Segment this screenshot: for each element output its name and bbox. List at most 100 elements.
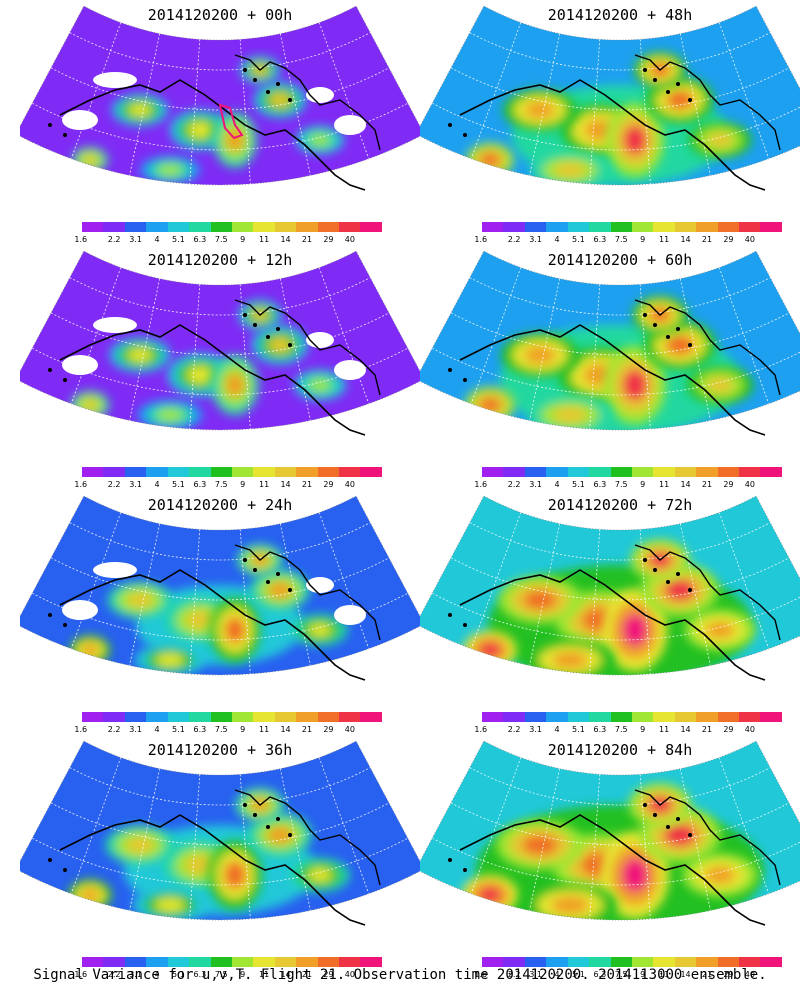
colorbar-segment (274, 957, 297, 967)
colorbar-tick-label: 5.1 (572, 725, 585, 734)
colorbar-segment (696, 467, 718, 477)
colorbar-tick-label: 40 (744, 235, 755, 244)
colorbar-segment (631, 957, 654, 967)
colorbar-labels: 1.6 2.2 3.1 4 5.1 6.3 7.5 9 11 14 21 29 40 (74, 480, 382, 490)
colorbar-segment (482, 222, 504, 232)
colorbar (482, 957, 782, 967)
colorbar-tick-label: 9 (640, 970, 646, 979)
variance-map (420, 740, 800, 926)
colorbar-segment (717, 712, 740, 722)
variance-map (20, 250, 420, 436)
colorbar-tick-label: 4 (154, 480, 160, 489)
colorbar-tick-label: 29 (723, 480, 734, 489)
colorbar-segment (124, 222, 147, 232)
colorbar-segment (274, 222, 297, 232)
colorbar-tick-label: 7.5 (214, 235, 228, 244)
colorbar-tick-label: 2.2 (107, 725, 121, 734)
colorbar-tick-label: 5.1 (572, 235, 585, 244)
colorbar-tick-label: 7.5 (614, 725, 628, 734)
colorbar-tick-label: 14 (280, 235, 291, 244)
colorbar-tick-label: 6.3 (593, 235, 607, 244)
colorbar-segment (210, 222, 232, 232)
colorbar-segment (274, 712, 297, 722)
coastline (459, 79, 766, 191)
panel-title: 2014120200 + 48h (547, 6, 693, 24)
colorbar-tick-label: 40 (744, 480, 755, 489)
colorbar-segment (124, 467, 147, 477)
colorbar-tick-label: 9 (640, 725, 646, 734)
colorbar-tick-label: 3.1 (129, 235, 142, 244)
colorbar-segment (739, 712, 761, 722)
colorbar (482, 222, 782, 232)
colorbar-tick-label: 3.1 (129, 970, 142, 979)
colorbar-segment (696, 957, 718, 967)
colorbar-labels: 1.6 2.2 3.1 4 5.1 6.3 7.5 9 11 14 21 29 40 (474, 235, 782, 245)
colorbar-tick-label: 2.2 (507, 235, 521, 244)
coastline (59, 569, 366, 681)
colorbar-segment (360, 222, 382, 232)
colorbar-tick-label: 11 (259, 970, 270, 979)
colorbar-tick-label: 1.6 (74, 235, 88, 244)
colorbar-segment (253, 712, 275, 722)
colorbar-segment (717, 957, 740, 967)
colorbar-tick-label: 4 (154, 970, 160, 979)
colorbar-segment (567, 222, 590, 232)
colorbar-segment (167, 957, 190, 967)
colorbar-segment (524, 957, 547, 967)
colorbar-segment (339, 222, 361, 232)
colorbar-segment (674, 712, 697, 722)
colorbar-segment (360, 957, 382, 967)
colorbar-segment (524, 712, 547, 722)
colorbar-segment (231, 957, 254, 967)
colorbar-tick-label: 1.6 (474, 480, 488, 489)
colorbar-tick-label: 4 (554, 480, 560, 489)
colorbar-segment (317, 957, 340, 967)
colorbar-segment (503, 467, 525, 477)
colorbar-tick-label: 9 (640, 480, 646, 489)
map-panel: 2014120200 + 84h 1.6 2.2 3.1 4 5.1 6.3 7.5 9 11 14… (420, 735, 800, 980)
colorbar-segment (124, 957, 147, 967)
colorbar-segment (253, 957, 275, 967)
map-panel: 2014120200 + 60h 1.6 2.2 3.1 4 5.1 6.3 7.5 9 11 14… (420, 245, 800, 490)
coastline (634, 299, 781, 396)
colorbar-tick-label: 14 (280, 725, 291, 734)
colorbar-segment (482, 467, 504, 477)
colorbar-segment (717, 222, 740, 232)
colorbar-segment (146, 712, 168, 722)
coastline (234, 54, 381, 151)
colorbar-tick-label: 3.1 (129, 480, 142, 489)
coastline (459, 569, 766, 681)
colorbar-tick-label: 4 (554, 970, 560, 979)
colorbar-tick-label: 21 (701, 970, 713, 979)
variance-map (420, 250, 800, 436)
colorbar-tick-label: 5.1 (172, 235, 185, 244)
colorbar-tick-label: 21 (301, 235, 313, 244)
coastline (59, 324, 366, 436)
colorbar-segment (339, 712, 361, 722)
colorbar-segment (589, 222, 611, 232)
colorbar-tick-label: 9 (240, 725, 246, 734)
map-panel: 2014120200 + 36h 1.6 2.2 3.1 4 5.1 6.3 7.5 9 11 14… (20, 735, 420, 980)
colorbar-segment (674, 467, 697, 477)
colorbar-tick-label: 21 (301, 480, 313, 489)
colorbar-segment (653, 957, 675, 967)
colorbar-tick-label: 29 (723, 970, 734, 979)
colorbar-tick-label: 11 (259, 725, 270, 734)
panel-title: 2014120200 + 72h (547, 496, 693, 514)
colorbar-tick-label: 11 (259, 235, 270, 244)
colorbar-tick-label: 1.6 (474, 725, 488, 734)
panel-title: 2014120200 + 60h (547, 251, 693, 269)
colorbar-segment (610, 957, 632, 967)
map-panel: 2014120200 + 24h 1.6 2.2 3.1 4 5.1 6.3 7.5 9 11 14… (20, 490, 420, 735)
colorbar-segment (296, 467, 318, 477)
colorbar-tick-label: 2.2 (507, 970, 521, 979)
colorbar-segment (653, 467, 675, 477)
colorbar-tick-label: 11 (659, 725, 670, 734)
colorbar-segment (189, 222, 211, 232)
colorbar-tick-label: 4 (554, 235, 560, 244)
colorbar-segment (760, 467, 782, 477)
colorbar-segment (546, 222, 568, 232)
colorbar-labels: 1.6 2.2 3.1 4 5.1 6.3 7.5 9 11 14 21 29 40 (74, 235, 382, 245)
colorbar-tick-label: 5.1 (172, 970, 185, 979)
colorbar-tick-label: 21 (301, 725, 313, 734)
